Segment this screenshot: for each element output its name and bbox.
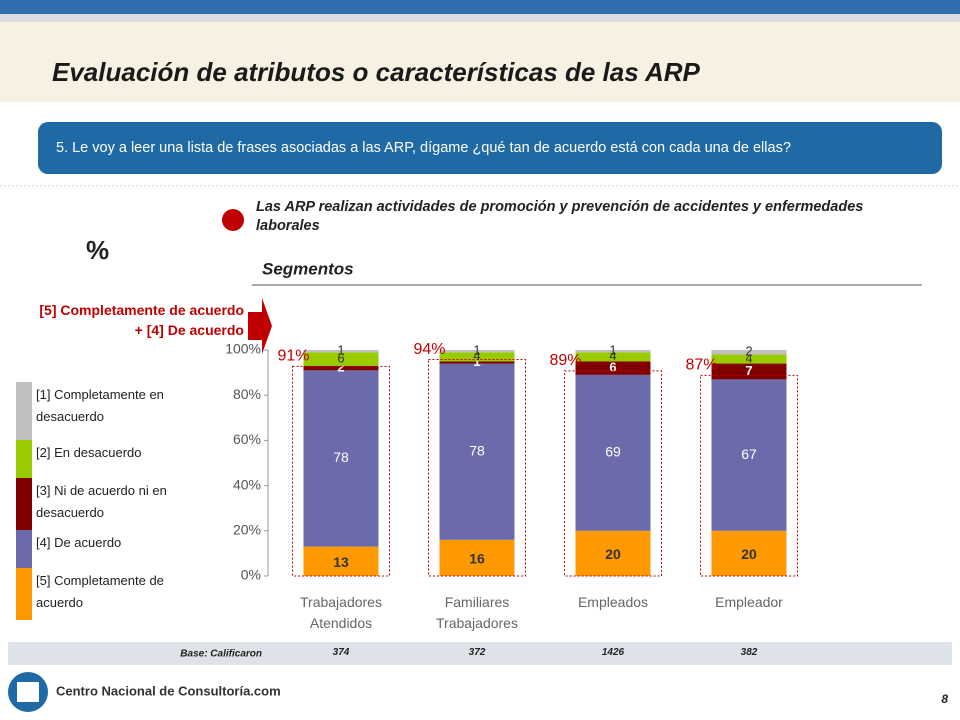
- base-value: 372: [468, 647, 486, 658]
- y-tick-label: 20%: [233, 522, 261, 538]
- top-box-frame: [700, 374, 798, 577]
- x-tick-label: Familiares Trabajadores: [436, 594, 518, 631]
- bar-segment: [711, 379, 787, 531]
- data-label: 4: [745, 350, 752, 365]
- data-label: 67: [741, 446, 757, 462]
- bar-segment: [711, 530, 787, 576]
- data-label: 2: [745, 344, 752, 359]
- bar-segment: [303, 546, 379, 576]
- data-label: 6: [337, 350, 344, 365]
- x-tick-label: Empleador: [715, 594, 783, 610]
- bar-segment: [575, 352, 651, 362]
- legend-swatch: [16, 530, 32, 568]
- arrow: [248, 298, 272, 354]
- data-label: 16: [469, 551, 485, 567]
- question-box: [38, 122, 942, 174]
- legend-label: [5] Completamente de acuerdo: [36, 573, 164, 610]
- bar-segment: [439, 361, 515, 364]
- bar-segment: [575, 361, 651, 375]
- base-band: [8, 642, 952, 665]
- legend-label: [4] De acuerdo: [36, 535, 122, 550]
- legend-swatch: [16, 382, 32, 440]
- data-label: 78: [333, 449, 349, 465]
- page-number: 8: [941, 692, 948, 706]
- bar-segment: [439, 363, 515, 540]
- legend-label: [1] Completamente en desacuerdo: [36, 387, 164, 424]
- top-box-label: 91%: [277, 348, 309, 365]
- y-tick-label: 0%: [241, 567, 261, 583]
- data-label: 1: [473, 343, 480, 358]
- top-box-frame: [428, 359, 526, 577]
- top-band: [0, 14, 960, 22]
- y-tick-label: 80%: [233, 386, 261, 402]
- y-tick-label: 40%: [233, 476, 261, 492]
- data-label: 4: [473, 348, 480, 363]
- legend-swatch: [16, 568, 32, 620]
- top-box-frame: [292, 365, 390, 577]
- top-box-label: 87%: [685, 357, 717, 374]
- data-label: 78: [469, 442, 485, 458]
- top-bar: [0, 0, 960, 14]
- bar-segment: [575, 350, 651, 353]
- data-label: 20: [605, 546, 621, 562]
- base-value: 382: [740, 647, 758, 658]
- bar-segment: [303, 352, 379, 366]
- data-label: 2: [337, 360, 344, 375]
- base-value: 1426: [601, 647, 625, 658]
- data-label: 4: [609, 348, 616, 363]
- x-tick-label: Empleados: [577, 594, 649, 610]
- data-label: 6: [609, 360, 616, 375]
- bar-segment: [439, 539, 515, 576]
- legend-label: [2] En desacuerdo: [36, 445, 142, 460]
- top-box-label: 89%: [549, 352, 581, 369]
- logo-icon-mark: [17, 682, 39, 702]
- base-label: Base: Calificaron: [180, 649, 262, 660]
- title: Evaluación de atributos o característica…: [52, 57, 701, 87]
- question: 5. Le voy a leer una lista de frases aso…: [56, 140, 791, 156]
- unit: %: [86, 235, 109, 265]
- legend-swatch: [16, 440, 32, 478]
- bar-segment: [439, 350, 515, 353]
- bar-segment: [575, 530, 651, 576]
- top-box-label: 94%: [413, 341, 445, 358]
- segments-label: Segmentos: [262, 259, 354, 278]
- title-band: [0, 22, 960, 102]
- logo-text: Centro Nacional de Consultoría.com: [56, 683, 281, 698]
- data-label: 20: [741, 546, 757, 562]
- y-tick-label: 60%: [233, 431, 261, 447]
- bar-segment: [711, 354, 787, 364]
- bullet: [222, 209, 244, 231]
- data-label: 69: [605, 444, 621, 460]
- data-label: 1: [473, 354, 480, 369]
- bar-segment: [303, 370, 379, 547]
- bar-segment: [303, 350, 379, 353]
- legend-label: [3] Ni de acuerdo ni en desacuerdo: [36, 483, 167, 520]
- base-value: 374: [332, 647, 350, 658]
- bar-segment: [575, 374, 651, 531]
- legend-swatch: [16, 478, 32, 530]
- bar-segment: [303, 365, 379, 371]
- bar-segment: [711, 350, 787, 355]
- statement: Las ARP realizan actividades de promoció…: [256, 199, 864, 234]
- top-box-label: [5] Completamente de acuerdo + [4] De ac…: [39, 302, 244, 338]
- data-label: 1: [609, 343, 616, 358]
- data-label: 1: [337, 343, 344, 358]
- y-tick-label: 100%: [225, 341, 261, 357]
- x-tick-label: Trabajadores Atendidos: [300, 594, 382, 631]
- top-box-frame: [564, 370, 662, 577]
- data-label: 13: [333, 554, 349, 570]
- bar-segment: [439, 352, 515, 362]
- data-label: 7: [745, 363, 752, 378]
